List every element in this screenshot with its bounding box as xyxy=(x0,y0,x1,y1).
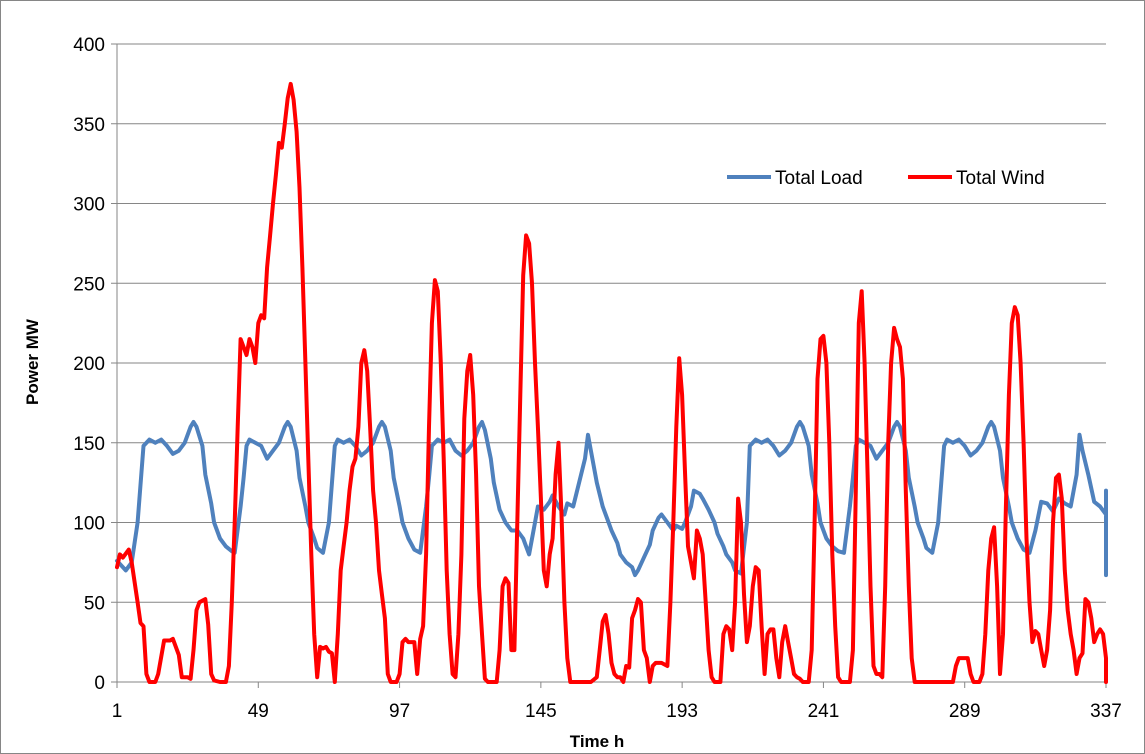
y-tick-label: 350 xyxy=(73,115,105,136)
y-tick-label: 200 xyxy=(73,354,105,375)
series-line-total-load xyxy=(115,420,1108,578)
x-tick-label: 241 xyxy=(808,701,840,722)
x-tick-label: 193 xyxy=(666,701,698,722)
y-tick-label: 50 xyxy=(84,593,105,614)
legend-label: Total Load xyxy=(775,168,863,189)
x-axis-title: Time h xyxy=(570,732,624,751)
y-axis-title: Power MW xyxy=(23,318,42,405)
legend: Total Load Total Wind xyxy=(727,168,1045,189)
x-tick-label: 1 xyxy=(112,701,123,722)
y-tick-label: 400 xyxy=(73,35,105,56)
x-tick-label: 145 xyxy=(525,701,557,722)
legend-label: Total Wind xyxy=(956,168,1045,189)
x-tick-label: 289 xyxy=(949,701,981,722)
y-tick-label: 250 xyxy=(73,274,105,295)
x-tick-label: 337 xyxy=(1090,701,1122,722)
x-tick-label: 49 xyxy=(248,701,269,722)
y-tick-labels: 0 50 100 150 200 250 300 350 400 xyxy=(73,35,105,694)
y-tick-label: 150 xyxy=(73,434,105,455)
series-lines xyxy=(115,81,1108,684)
series-line-total-wind xyxy=(115,81,1108,684)
gridlines xyxy=(111,43,1106,683)
x-tick-label: 97 xyxy=(389,701,410,722)
x-tick-labels: 1 49 97 145 193 241 289 337 xyxy=(112,701,1122,722)
y-tick-label: 0 xyxy=(94,673,105,694)
y-tick-label: 300 xyxy=(73,195,105,216)
y-tick-label: 100 xyxy=(73,514,105,535)
